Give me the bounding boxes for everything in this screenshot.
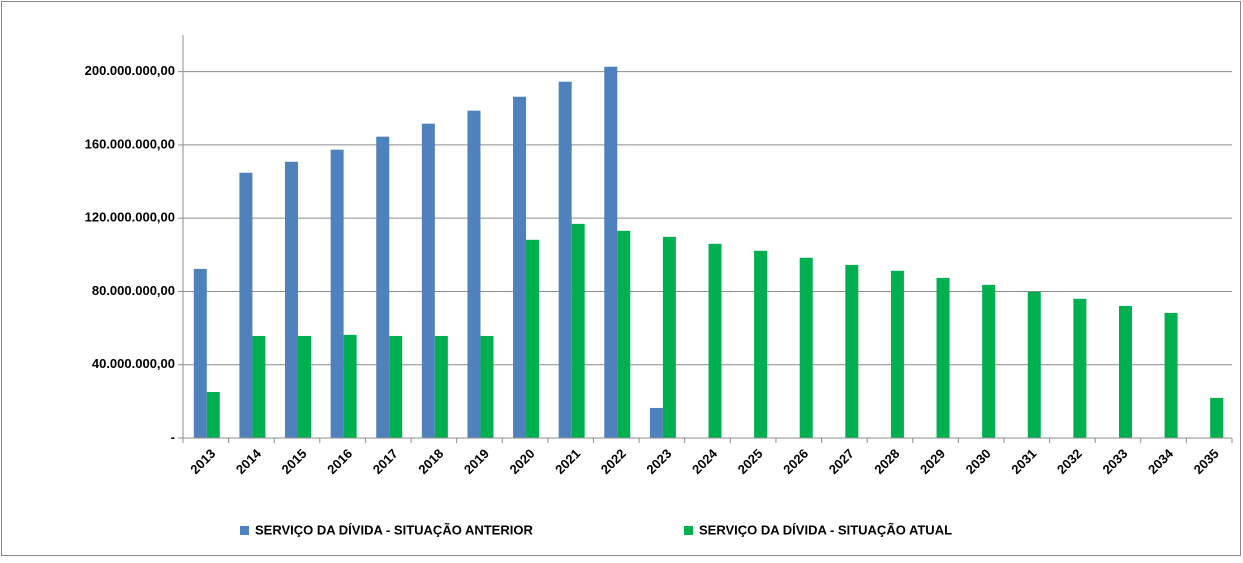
y-tick-label: - — [171, 429, 175, 444]
legend-swatch — [684, 526, 693, 535]
y-tick-label: 40.000.000,00 — [92, 356, 175, 371]
bar — [649, 407, 663, 438]
bar — [1027, 291, 1041, 438]
y-tick-label: 200.000.000,00 — [85, 63, 175, 78]
bar — [376, 136, 390, 439]
bar — [982, 284, 996, 438]
bar — [662, 236, 676, 438]
bar — [845, 264, 859, 438]
legend-label: SERVIÇO DA DÍVIDA - SITUAÇÃO ATUAL — [699, 522, 952, 537]
legend-swatch — [240, 526, 249, 535]
bar — [330, 149, 344, 438]
bar — [617, 230, 631, 438]
y-tick-label: 120.000.000,00 — [85, 210, 175, 225]
bar — [754, 250, 768, 438]
bar — [1210, 397, 1224, 438]
bar — [526, 239, 540, 438]
bar — [239, 172, 253, 438]
bar — [343, 334, 357, 438]
bar — [480, 335, 494, 438]
legend-label: SERVIÇO DA DÍVIDA - SITUAÇÃO ANTERIOR — [255, 522, 533, 537]
bar — [936, 277, 950, 438]
bar — [434, 335, 448, 438]
bar — [604, 66, 618, 438]
bar — [890, 270, 904, 438]
bar — [799, 257, 813, 438]
bar — [1118, 305, 1132, 438]
bar — [571, 223, 585, 438]
bar — [513, 96, 527, 438]
bar — [252, 335, 266, 438]
bar — [421, 123, 435, 438]
y-tick-label: 160.000.000,00 — [85, 136, 175, 151]
bar — [285, 161, 299, 438]
bar — [389, 335, 403, 438]
bar — [1164, 312, 1178, 438]
bar — [558, 81, 572, 438]
bar — [193, 268, 207, 438]
bar — [467, 110, 481, 439]
y-tick-label: 80.000.000,00 — [92, 283, 175, 298]
bar — [708, 243, 722, 438]
bar — [298, 335, 312, 438]
bar — [1073, 298, 1087, 438]
bar — [206, 392, 220, 438]
